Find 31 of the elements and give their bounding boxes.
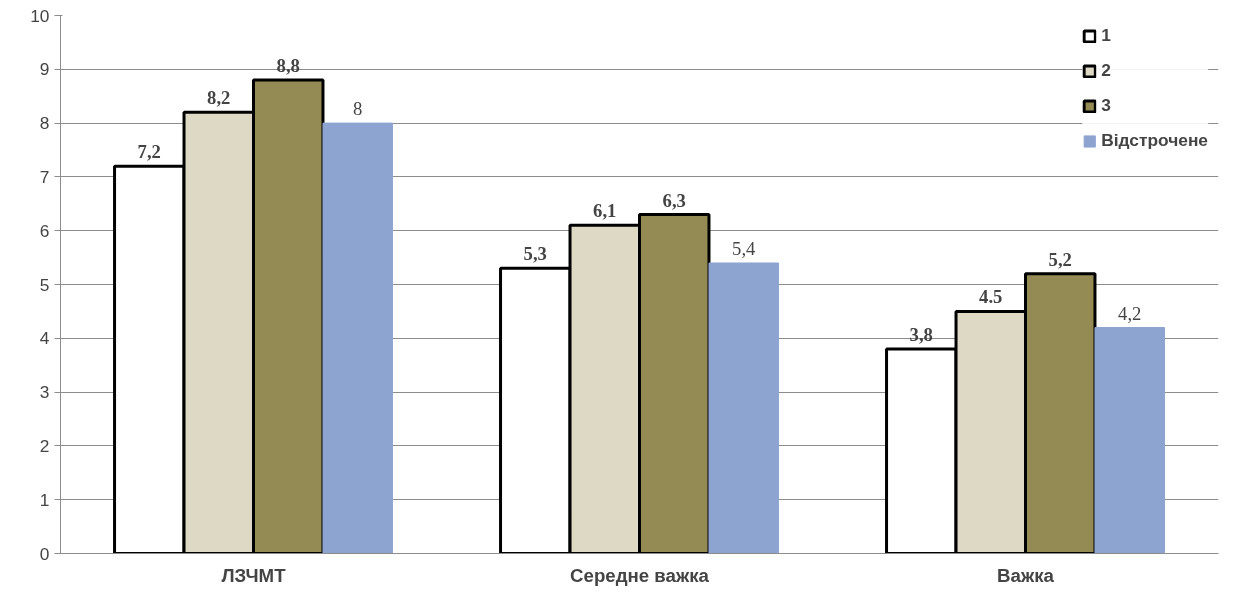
data-label: 8,2 <box>207 87 231 109</box>
legend-label: 2 <box>1101 60 1112 81</box>
y-tick-label: 4 <box>39 328 50 349</box>
x-tick-label: Важка <box>997 564 1055 586</box>
data-label: 5,2 <box>1048 248 1072 270</box>
data-label: 5,4 <box>732 237 757 259</box>
legend-label: Відстрочене <box>1101 130 1208 151</box>
y-tick-label: 8 <box>39 113 50 134</box>
bar <box>708 262 779 554</box>
legend-label: 1 <box>1101 25 1112 46</box>
x-tick-label: ЛЗЧМТ <box>221 564 287 586</box>
y-tick-label: 1 <box>39 489 50 510</box>
bar <box>322 122 393 554</box>
data-label: 5,3 <box>523 243 547 265</box>
data-label: 8 <box>353 98 363 120</box>
y-tick-label: 3 <box>39 382 50 403</box>
bar <box>1094 327 1165 554</box>
data-label: 6,3 <box>662 189 686 211</box>
y-tick-label: 0 <box>39 543 50 564</box>
y-tick-label: 5 <box>39 274 50 295</box>
y-tick-label: 6 <box>39 220 50 241</box>
y-tick-label: 7 <box>39 166 50 187</box>
legend-label: 3 <box>1101 95 1112 116</box>
data-label: 4.5 <box>979 286 1003 308</box>
data-label: 4,2 <box>1118 302 1142 324</box>
y-tick-label: 10 <box>30 5 50 26</box>
y-tick-label: 9 <box>39 59 50 80</box>
y-tick-label: 2 <box>39 435 50 456</box>
x-tick-label: Середне важка <box>570 564 710 586</box>
data-label: 7,2 <box>137 141 161 163</box>
data-label: 6,1 <box>593 200 617 222</box>
